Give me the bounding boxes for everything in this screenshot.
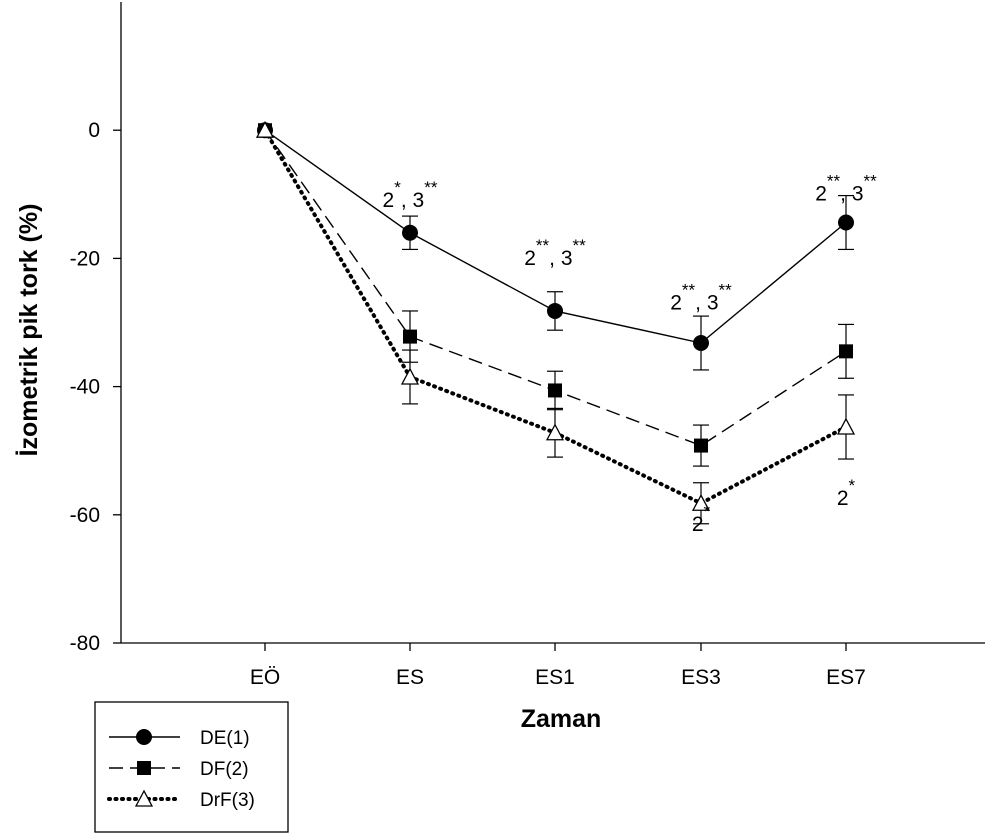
legend-item: DE(1) [109, 728, 250, 749]
annotation-base: , 3 [840, 183, 863, 206]
x-tick-label: EÖ [250, 666, 280, 689]
annotation-superscript: * [704, 502, 711, 521]
series-2 [255, 120, 856, 525]
data-point [693, 335, 709, 352]
legend-label: DrF(3) [200, 790, 255, 811]
annotation-base: 2 [670, 292, 682, 315]
annotation-superscript: ** [536, 236, 550, 255]
data-point [545, 423, 565, 441]
y-tick-label: -80 [70, 632, 100, 655]
data-point [255, 120, 275, 138]
legend-marker [134, 789, 154, 807]
annotation-base: 2 [692, 513, 704, 536]
legend-box [94, 701, 289, 833]
data-point [836, 417, 856, 435]
x-ticks: EÖ ES ES1 ES3 ES7 [250, 643, 866, 689]
x-axis-title: Zaman [521, 705, 602, 733]
annotation-superscript: ** [864, 172, 878, 191]
annotation-superscript: ** [424, 178, 438, 197]
annotation-superscript: ** [827, 172, 841, 191]
significance-annotation: 2**, 3** [815, 172, 877, 206]
annotation-superscript: ** [719, 281, 733, 300]
data-point [548, 383, 562, 398]
annotation-base: , 3 [695, 292, 718, 315]
y-tick-label: 0 [88, 119, 100, 142]
annotation-base: 2 [383, 189, 395, 212]
annotation-base: , 3 [549, 247, 572, 270]
x-tick-label: ES3 [681, 666, 721, 689]
legend-items: DE(1) DF(2) DrF(3) [107, 728, 255, 811]
data-point [400, 367, 420, 385]
legend-label: DF(2) [200, 759, 249, 780]
annotation-superscript: ** [573, 236, 587, 255]
legend-item: DrF(3) [107, 789, 255, 811]
x-tick-label: ES7 [826, 666, 866, 689]
y-tick-label: -60 [70, 504, 100, 527]
legend-marker [136, 729, 152, 745]
annotation-base: 2 [837, 487, 849, 510]
data-point [838, 214, 854, 231]
annotation-base: , 3 [401, 189, 424, 212]
data-point [691, 493, 711, 511]
significance-annotation: 2* [837, 476, 856, 510]
y-axis-title: İzometrik pik tork (%) [15, 204, 43, 457]
significance-annotation: 2* [692, 502, 711, 536]
annotation-layer: 2*, 3**2**, 3**2**, 3**2**, 3**2*2* [383, 172, 878, 536]
annotation-base: 2 [524, 247, 536, 270]
significance-annotation: 2**, 3** [670, 281, 732, 315]
y-tick-label: -20 [70, 247, 100, 270]
annotation-base: 2 [815, 183, 827, 206]
data-point [547, 302, 563, 319]
annotation-superscript: ** [682, 281, 696, 300]
annotation-superscript: * [394, 178, 401, 197]
data-point [694, 438, 708, 453]
y-tick-label: -40 [70, 376, 100, 399]
legend-marker [137, 761, 151, 775]
legend-item: DF(2) [109, 759, 249, 780]
data-point [402, 224, 418, 241]
x-tick-label: ES [396, 666, 424, 689]
data-point [839, 344, 853, 359]
significance-annotation: 2*, 3** [383, 178, 438, 212]
legend-label: DE(1) [200, 728, 250, 749]
annotation-superscript: * [849, 476, 856, 495]
y-ticks: 0 -20 -40 -60 -80 [70, 119, 121, 655]
series-layer [255, 120, 856, 525]
significance-annotation: 2**, 3** [524, 236, 586, 270]
data-point [403, 329, 417, 344]
series-1 [258, 123, 854, 467]
x-tick-label: ES1 [535, 666, 575, 689]
legend: DE(1) DF(2) DrF(3) [94, 701, 289, 833]
